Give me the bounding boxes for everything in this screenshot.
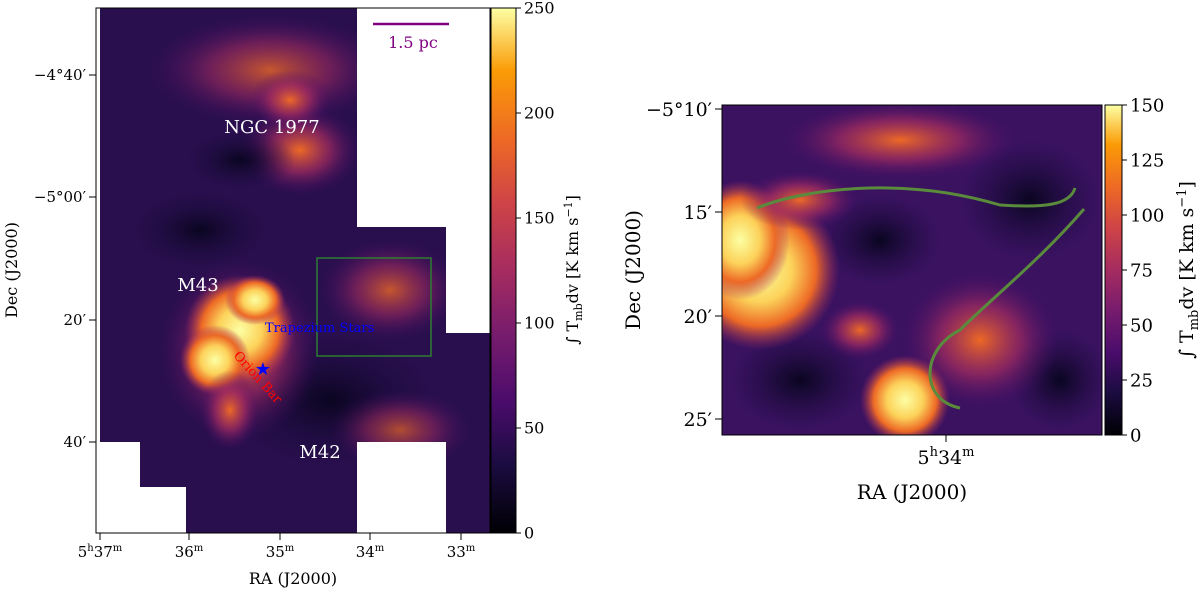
right-heatmap-image [722,105,1102,435]
left-panel: 1.5 pc NGC 1977 M43 M42 ★ Trapezium Star… [2,0,585,588]
y-tick-label: 25′ [684,409,713,431]
label-ngc1977: NGC 1977 [224,117,319,138]
left-x-ticks: 5h37m 36m 35m 34m 33m [78,533,476,561]
label-m42: M42 [299,442,340,463]
left-y-ticks: −4°40′ −5°00′ 20′ 40′ [34,66,96,451]
colorbar-tick-label: 250 [524,0,555,18]
colorbar-tick-label: 50 [524,419,544,438]
left-axes-frame [95,7,491,534]
x-tick-label: 5h34m [918,445,975,469]
filament-curve-lower [928,208,1086,410]
x-tick-label: 5h37m [78,543,123,561]
left-colorbar-label: ∫ Tmbdv [K km s−1] [562,195,585,345]
right-y-axis-label: Dec (J2000) [621,210,645,330]
colorbar-tick-label: 150 [524,209,555,228]
label-m43: M43 [177,275,218,296]
trapezium-star-icon: ★ [255,359,271,380]
x-tick-label: 33m [447,543,476,561]
label-trapezium: Trapezium Stars [265,321,374,336]
colorbar-tick-label: 0 [1130,425,1141,446]
colorbar-tick-label: 100 [1130,205,1164,226]
scale-bar-label: 1.5 pc [388,33,438,52]
left-y-axis-label: Dec (J2000) [2,222,21,318]
colorbar-tick-label: 0 [524,524,534,543]
y-tick-label: −4°40′ [34,66,87,84]
right-colorbar-ticks: 0 25 50 75 100 125 150 [1122,95,1164,446]
right-axes-frame [721,104,1103,436]
y-tick-label: 40′ [64,433,87,451]
y-tick-label: 20′ [684,306,713,328]
zoom-region-box [316,257,432,357]
colorbar-tick-label: 25 [1130,370,1153,391]
left-x-axis-label: RA (J2000) [249,569,337,588]
colorbar-tick-label: 150 [1130,95,1164,116]
right-colorbar-label: ∫ Tmbdv [K km s−1] [1175,181,1200,359]
filament-curve-upper [756,186,1077,210]
y-tick-label: −5°00′ [34,188,87,206]
colorbar-tick-label: 200 [524,104,555,123]
colorbar-tick-label: 125 [1130,150,1164,171]
colorbar-tick-label: 50 [1130,315,1153,336]
right-panel: 5h34m RA (J2000) −5°10′ 15′ 20′ 25′ Dec … [621,95,1200,504]
x-tick-label: 35m [266,543,295,561]
x-tick-label: 34m [356,543,385,561]
y-tick-label: −5°10′ [646,99,712,121]
left-colorbar-ticks: 0 50 100 150 200 250 [516,0,555,543]
y-tick-label: 20′ [64,311,87,329]
left-colorbar [490,7,517,534]
right-y-ticks: −5°10′ 15′ 20′ 25′ [646,99,722,431]
right-x-axis-label: RA (J2000) [857,480,967,504]
right-colorbar [1104,104,1123,436]
colorbar-tick-label: 100 [524,314,555,333]
x-tick-label: 36m [175,543,204,561]
colorbar-tick-label: 75 [1130,260,1153,281]
y-tick-label: 15′ [684,202,713,224]
